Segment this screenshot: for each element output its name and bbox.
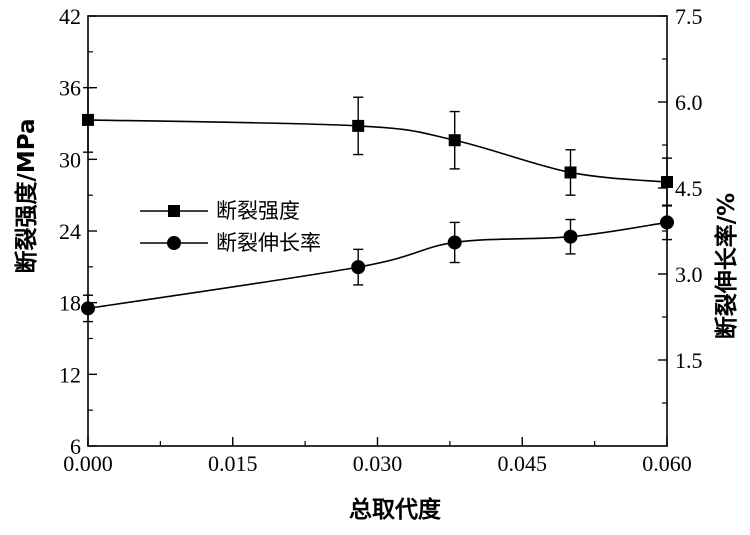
x-tick-label: 0.015 [208, 451, 258, 476]
data-point-circle [660, 215, 674, 230]
y-left-tick-label: 42 [59, 4, 81, 29]
y-left-tick-label: 36 [59, 76, 81, 101]
y-left-tick-label: 6 [70, 434, 81, 459]
y-axis-title-right: 断裂伸长率/% [713, 193, 740, 339]
series-1 [82, 86, 673, 207]
x-tick-label: 0.030 [353, 451, 403, 476]
y-left-tick-label: 24 [59, 219, 81, 244]
series-line [87, 119, 668, 183]
y-right-tick-label: 6.0 [675, 90, 703, 115]
data-point-square [82, 113, 94, 126]
legend-item-2: 断裂伸长率 [140, 231, 321, 255]
data-point-square [661, 176, 673, 189]
data-point-square [352, 119, 365, 132]
legend-marker-square [168, 205, 180, 217]
data-point-circle [81, 301, 95, 316]
data-point-square [448, 134, 461, 147]
x-axis-title: 总取代度 [349, 496, 442, 523]
x-tick-label: 0.000 [63, 451, 113, 476]
y-axis-title-left: 断裂强度/MPa [13, 118, 40, 273]
y-right-tick-label: 4.5 [675, 176, 703, 201]
series-2 [81, 204, 674, 323]
y-left-tick-label: 12 [59, 362, 81, 387]
legend-item-1: 断裂强度 [140, 199, 300, 223]
x-tick-label: 0.045 [498, 451, 548, 476]
series-layer [81, 86, 674, 323]
y-left-tick-label: 18 [59, 291, 81, 316]
y-right-tick-label: 7.5 [675, 4, 703, 29]
y-right-tick-label: 3.0 [675, 262, 703, 287]
data-point-square [564, 166, 577, 179]
legend-label: 断裂强度 [216, 199, 300, 223]
series-line [87, 221, 668, 310]
x-tick-label: 0.060 [642, 451, 692, 476]
ticks: 0.000 0.015 0.030 0.045 0.060 6 12 18 24 30 36 42 1.… [59, 4, 703, 476]
legend-label: 断裂伸长率 [216, 231, 321, 255]
axes [87, 15, 668, 447]
plot-frame [87, 15, 668, 447]
data-point-circle [447, 235, 462, 250]
y-right-tick-label: 1.5 [675, 348, 703, 373]
data-point-circle [351, 260, 366, 275]
legend-marker-circle [167, 236, 181, 250]
y-left-tick-label: 30 [59, 147, 81, 172]
data-point-circle [563, 229, 578, 244]
